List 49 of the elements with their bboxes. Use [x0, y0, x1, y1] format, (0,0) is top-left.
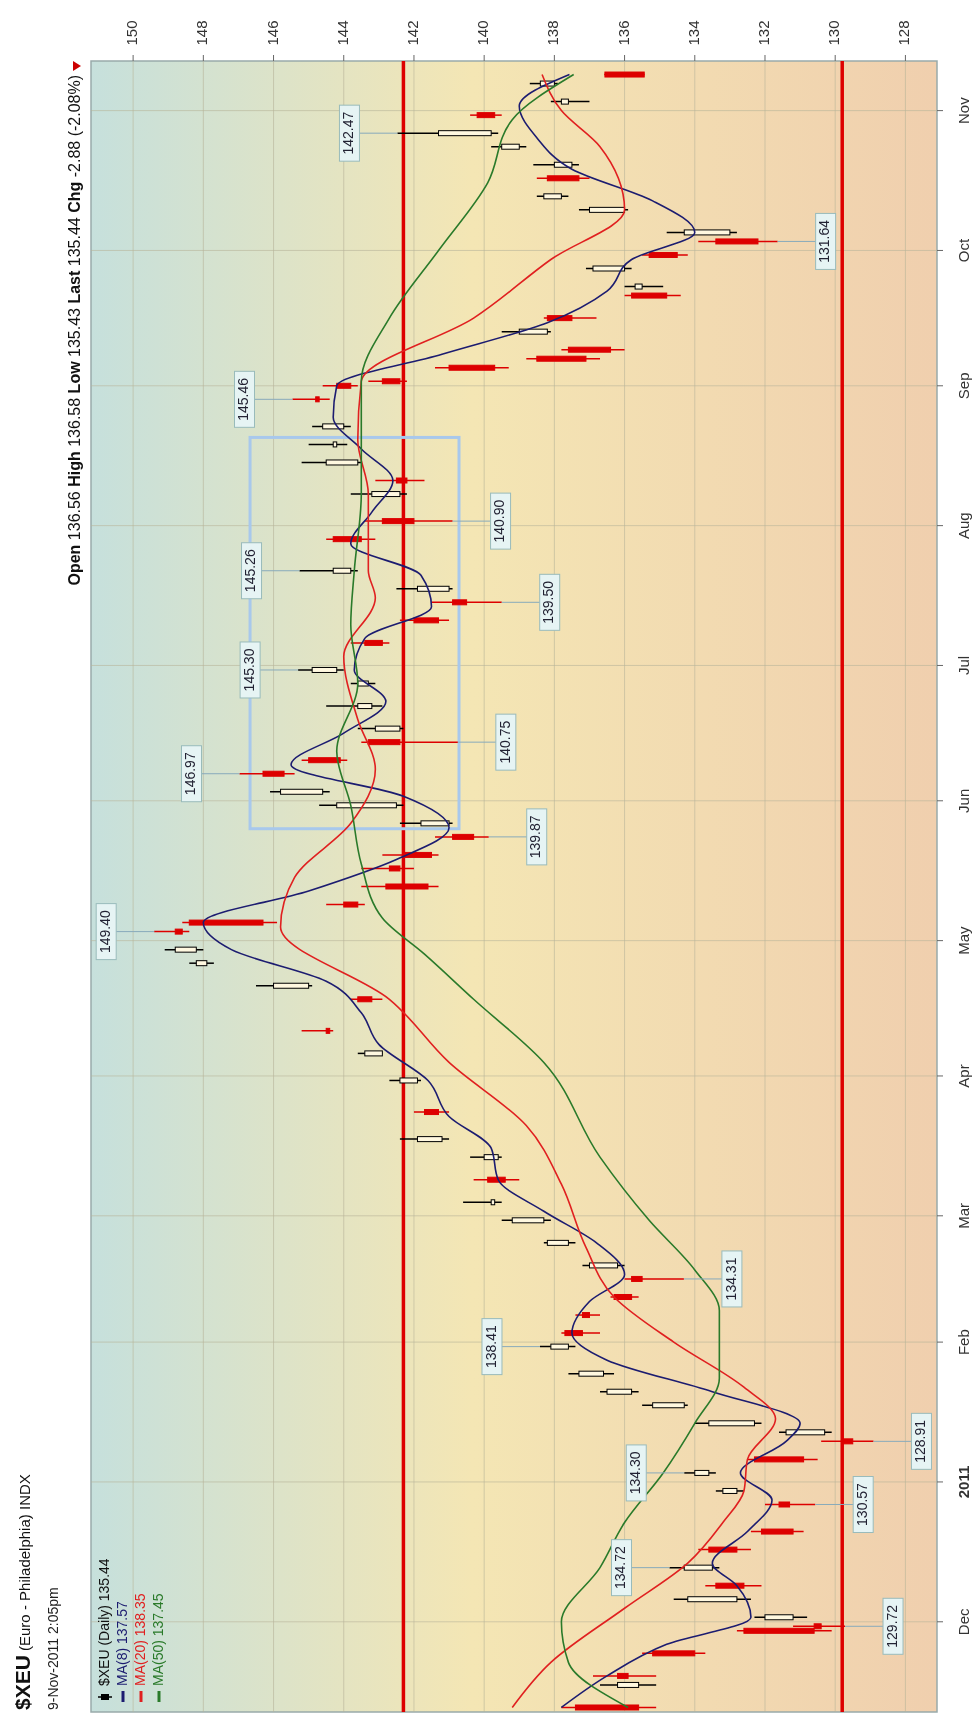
annotation: 130.57: [853, 1482, 870, 1526]
annotation: 139.50: [540, 580, 557, 624]
y-tick-label: Nov: [955, 96, 972, 124]
y-tick-label: May: [955, 925, 972, 955]
annotation: 139.87: [527, 815, 544, 859]
annotation: 145.46: [235, 377, 252, 421]
y-tick-label: Sep: [955, 372, 972, 400]
x-tick-label: 130: [825, 20, 843, 46]
y-tick-label: Dec: [955, 1607, 972, 1636]
x-tick-label: 134: [684, 20, 702, 46]
x-tick-label: 132: [754, 20, 772, 46]
y-tick-label: Jul: [955, 655, 972, 676]
x-tick-label: 150: [123, 20, 141, 46]
x-tick-label: 144: [333, 20, 351, 46]
annotation: 134.31: [722, 1257, 739, 1301]
x-tick-label: 136: [614, 20, 632, 46]
legend-title: $XEU (Daily) 135.44: [95, 1558, 112, 1686]
annotation: 142.47: [340, 111, 357, 155]
y-tick-label: Jun: [955, 788, 972, 813]
y-tick-label: Mar: [955, 1202, 972, 1229]
annotation: 131.64: [816, 219, 833, 263]
annotation: 138.41: [482, 1324, 499, 1369]
annotation: 128.91: [912, 1419, 929, 1463]
text: MA(8) 137.57: [113, 1600, 130, 1686]
annotation: 145.30: [240, 648, 257, 692]
x-tick-label: 140: [474, 20, 492, 46]
y-tick-label: Apr: [955, 1064, 972, 1088]
text: MA(20) 138.35: [131, 1593, 148, 1686]
annotation: 140.75: [496, 720, 513, 764]
x-tick-label: 142: [403, 20, 421, 46]
x-tick-label: 128: [895, 20, 913, 46]
text: 9-Nov-2011 2:05pm: [45, 1587, 61, 1710]
text: MA(50) 137.45: [149, 1593, 166, 1686]
y-tick-label: Oct: [955, 237, 972, 263]
x-tick-label: 148: [193, 20, 211, 46]
text: $XEU (Euro - Philadelphia) INDX: [11, 1474, 34, 1710]
text: Open 136.56 High 136.58 Low 135.43 Last 135.44 Chg -2.88 (-2.08%): [66, 75, 83, 586]
annotation: 146.97: [182, 752, 199, 796]
annotation: 145.26: [242, 549, 259, 593]
x-tick-label: 138: [544, 20, 562, 46]
annotation: 134.30: [626, 1451, 643, 1495]
annotation: 129.72: [883, 1604, 900, 1648]
x-tick-label: 146: [263, 20, 281, 46]
y-tick-label: Feb: [955, 1329, 972, 1356]
annotation: 149.40: [96, 909, 113, 954]
y-tick-label: 2011: [955, 1465, 972, 1499]
annotation: 140.90: [491, 499, 508, 543]
annotation: 134.72: [612, 1546, 629, 1590]
y-tick-label: Aug: [955, 512, 972, 539]
